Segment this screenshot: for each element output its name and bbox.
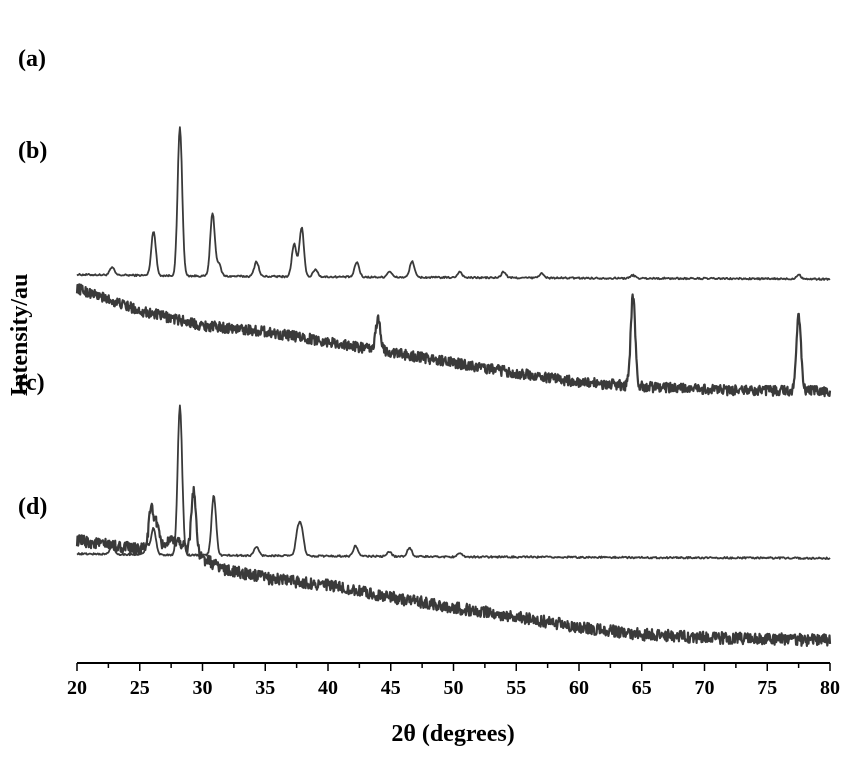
x-tick-label: 35 — [255, 677, 275, 699]
panel-label-c: (c) — [18, 370, 45, 396]
series-a-trace — [76, 126, 831, 281]
x-tick-label: 30 — [193, 677, 213, 699]
x-tick-label: 45 — [381, 677, 401, 699]
series-b-trace — [75, 283, 832, 398]
x-tick-label: 55 — [506, 677, 526, 699]
y-axis-title: Intensity/au — [7, 274, 33, 397]
x-tick-label: 70 — [695, 677, 715, 699]
x-tick-label: 80 — [820, 677, 840, 699]
x-tick-label: 40 — [318, 677, 338, 699]
panel-label-d: (d) — [18, 494, 47, 520]
panel-label-a: (a) — [18, 46, 46, 72]
x-tick-label: 20 — [67, 677, 87, 699]
x-tick-label: 65 — [632, 677, 652, 699]
x-tick-label: 25 — [130, 677, 150, 699]
x-axis-title: 2θ (degrees) — [391, 721, 514, 747]
x-tick-label: 50 — [444, 677, 464, 699]
x-tick-label: 75 — [757, 677, 777, 699]
x-axis-ticks — [76, 663, 831, 671]
panel-label-b: (b) — [18, 138, 47, 164]
series-traces — [75, 126, 832, 647]
x-axis-tick-labels: 20 25 30 35 40 45 50 55 60 65 70 75 80 — [67, 677, 840, 699]
series-d-trace — [75, 485, 832, 647]
x-tick-label: 60 — [569, 677, 589, 699]
